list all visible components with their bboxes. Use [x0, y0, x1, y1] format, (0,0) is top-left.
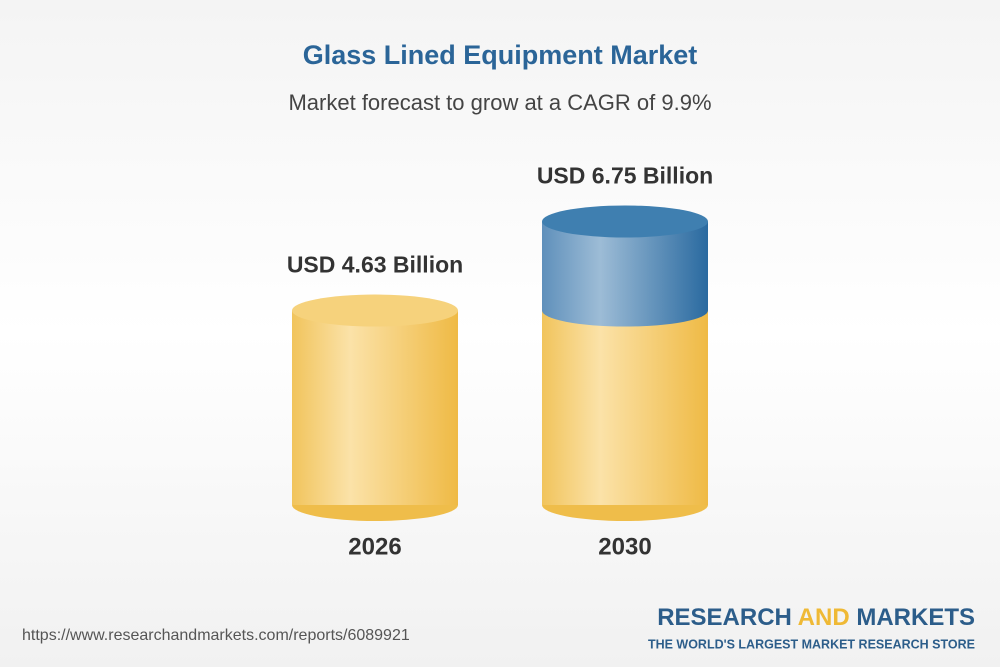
- cylinder-growth-edge: [542, 294, 708, 327]
- cylinder-top: [292, 294, 458, 327]
- brand-word: AND: [798, 604, 850, 631]
- x-tick-label: 2030: [598, 533, 651, 560]
- brand-word: RESEARCH: [657, 604, 792, 631]
- value-label: USD 4.63 Billion: [287, 252, 463, 278]
- value-label: USD 6.75 Billion: [537, 163, 713, 189]
- brand-tagline: THE WORLD'S LARGEST MARKET RESEARCH STOR…: [648, 637, 975, 651]
- cylinder-body: [542, 310, 708, 505]
- chart-title: Glass Lined Equipment Market: [303, 40, 698, 70]
- brand-word: MARKETS: [856, 604, 975, 631]
- chart-subtitle: Market forecast to grow at a CAGR of 9.9…: [288, 90, 711, 115]
- brand: RESEARCH AND MARKETS: [657, 604, 975, 631]
- cylinder-top: [542, 205, 708, 238]
- x-tick-label: 2026: [348, 533, 401, 560]
- source-url: https://www.researchandmarkets.com/repor…: [22, 627, 410, 644]
- cylinder-body: [292, 310, 458, 505]
